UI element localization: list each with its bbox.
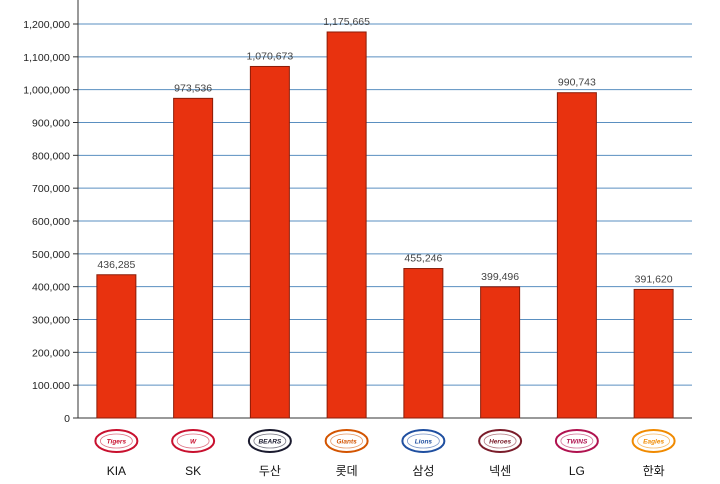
svg-text:Heroes: Heroes xyxy=(489,439,511,446)
svg-text:Tigers: Tigers xyxy=(107,439,127,446)
bar xyxy=(96,274,137,419)
y-tick-label: 900,000 xyxy=(32,118,70,130)
data-label: 436,285 xyxy=(97,259,135,271)
tigers-logo-icon: Tigers xyxy=(94,429,139,453)
giants-logo-icon: Giants xyxy=(324,429,369,453)
y-tick-label: 700,000 xyxy=(32,183,70,195)
heroes-logo-icon: Heroes xyxy=(478,429,523,453)
category-label: 삼성 xyxy=(412,464,434,478)
svg-text:BEARS: BEARS xyxy=(258,439,281,446)
bears-logo-icon: BEARS xyxy=(247,429,292,453)
bar xyxy=(403,268,444,419)
y-tick-label: 0 xyxy=(64,413,70,425)
data-label: 391,620 xyxy=(635,273,673,285)
category-label: SK xyxy=(185,464,201,478)
bar xyxy=(556,92,597,419)
lions-logo-icon: Lions xyxy=(401,429,446,453)
y-tick-label: 300,000 xyxy=(32,315,70,327)
y-tick-label: 1,100,000 xyxy=(23,52,70,64)
svg-text:Eagles: Eagles xyxy=(643,439,664,446)
svg-text:W: W xyxy=(190,439,197,446)
team-logos: Tigers W BEARS Giants Lions Heroes TWINS Eagles xyxy=(94,429,676,453)
svg-text:Giants: Giants xyxy=(337,439,358,446)
svg-text:TWINS: TWINS xyxy=(566,439,588,446)
svg-text:Lions: Lions xyxy=(415,439,433,446)
category-label: 롯데 xyxy=(336,464,358,478)
data-label: 1,070,673 xyxy=(247,50,294,62)
category-label: KIA xyxy=(107,464,126,478)
category-label: 한화 xyxy=(643,464,665,478)
y-tick-label: 1,000,000 xyxy=(23,85,70,97)
eagles-logo-icon: Eagles xyxy=(631,429,676,453)
y-tick-label: 200,000 xyxy=(32,347,70,359)
bar xyxy=(326,31,367,419)
category-labels: KIA SK 두산 롯데 삼성 넥센 LG 한화 xyxy=(107,464,665,478)
data-label: 973,536 xyxy=(174,82,212,94)
bar xyxy=(633,288,674,419)
y-tick-label: 400,000 xyxy=(32,282,70,294)
category-label: 두산 xyxy=(259,464,281,478)
y-tick-label: 500,000 xyxy=(32,249,70,261)
bar xyxy=(249,65,290,419)
data-label: 1,175,665 xyxy=(323,16,370,28)
twins-logo-icon: TWINS xyxy=(554,429,599,453)
y-tick-label: 600,000 xyxy=(32,216,70,228)
data-label: 399,496 xyxy=(481,271,519,283)
y-axis: 0 100.000 200,000 300,000 400,000 500,000 600,… xyxy=(23,0,692,425)
data-label: 455,246 xyxy=(404,253,442,265)
category-label: 넥센 xyxy=(489,464,511,478)
data-labels: 436,285 973,536 1,070,673 1,175,665 455,246 3… xyxy=(97,16,672,285)
bar xyxy=(173,97,214,419)
y-tick-label: 1,200,000 xyxy=(23,19,70,31)
category-label: LG xyxy=(569,464,585,478)
y-tick-label: 800,000 xyxy=(32,150,70,162)
y-tick-label: 100.000 xyxy=(32,380,70,392)
bars xyxy=(96,31,674,419)
bar xyxy=(480,286,521,419)
grid-lines xyxy=(78,23,692,419)
data-label: 990,743 xyxy=(558,77,596,89)
wyverns-logo-icon: W xyxy=(171,429,216,453)
